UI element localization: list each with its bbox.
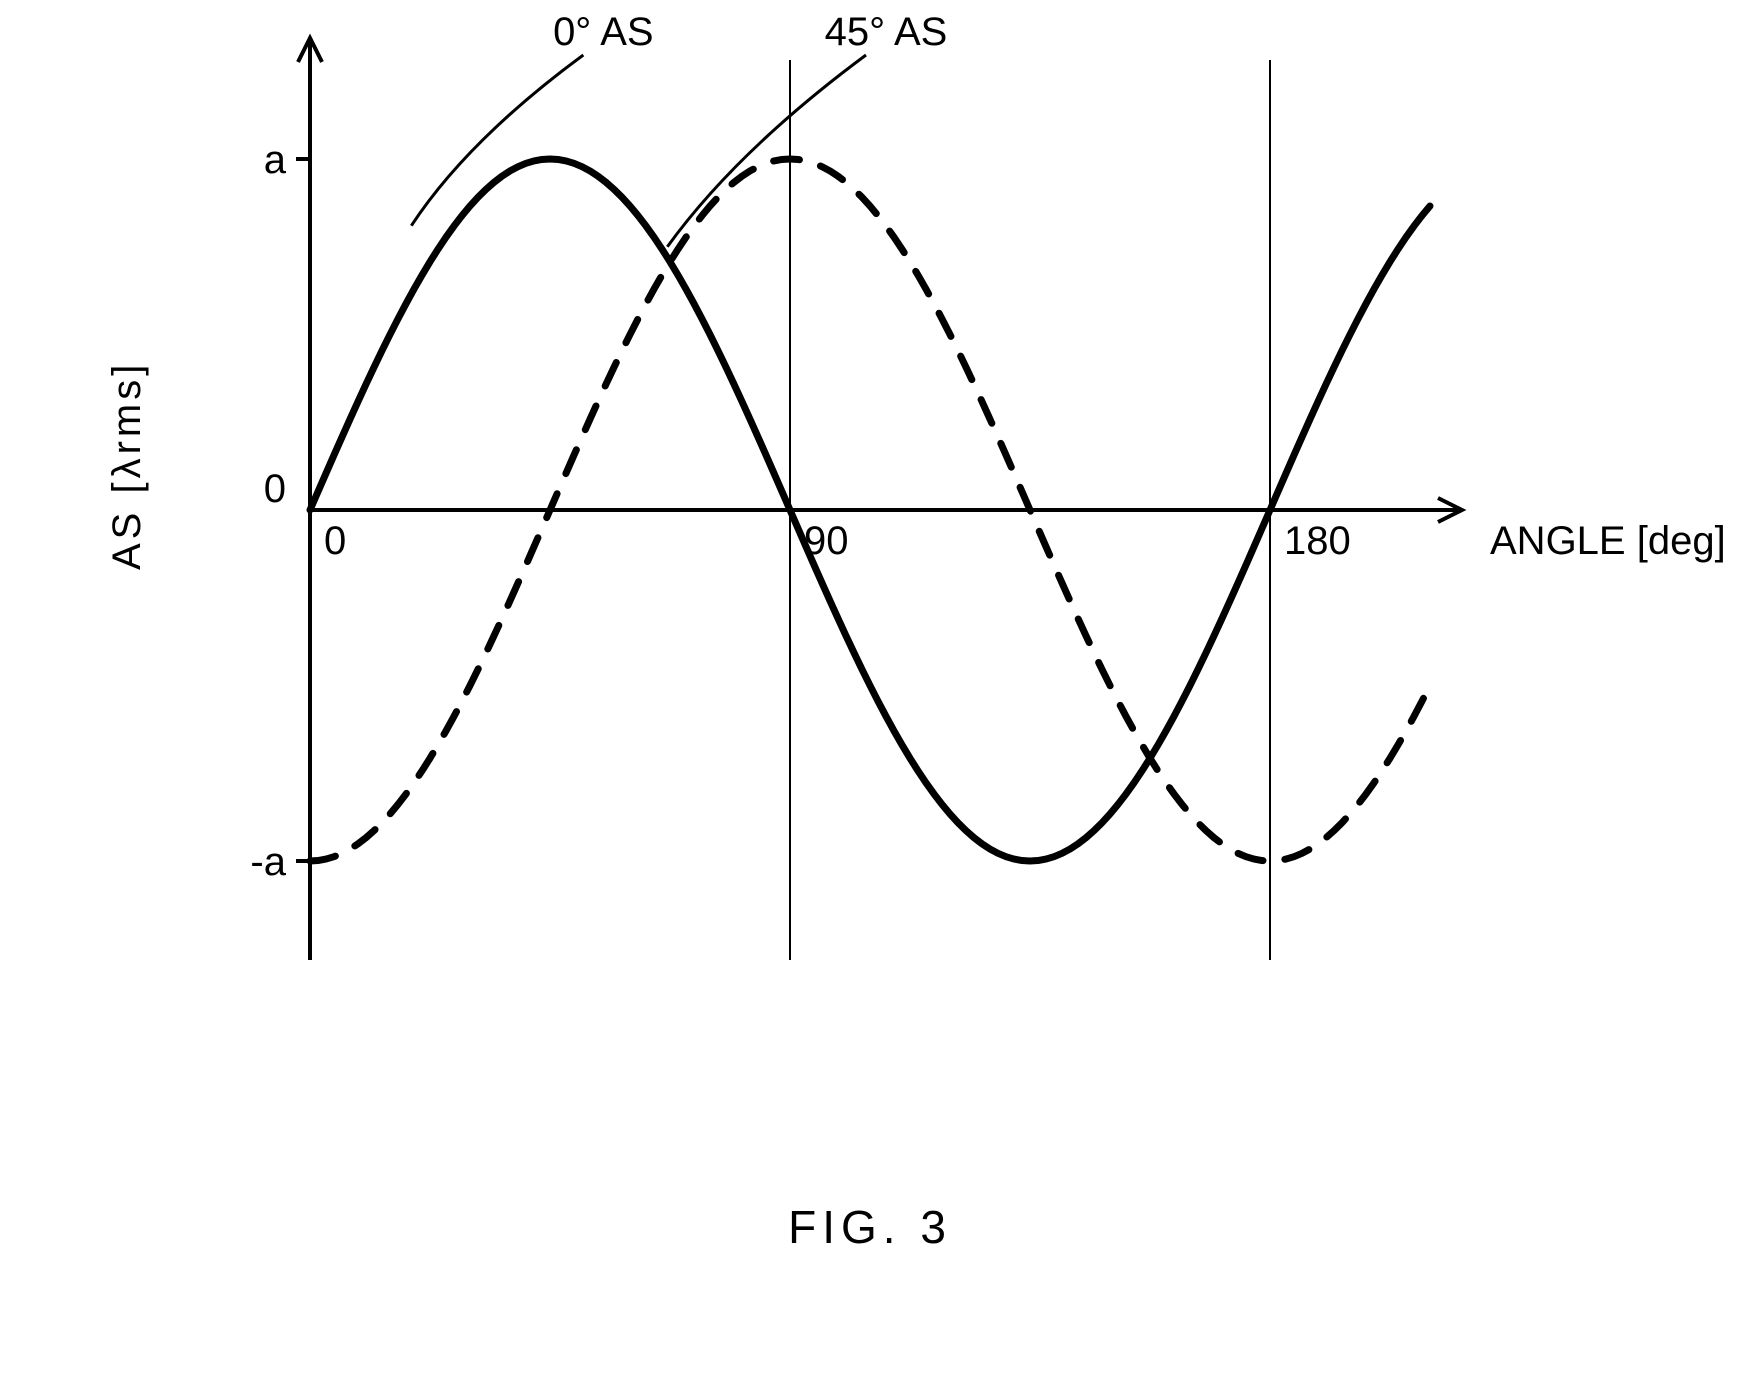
figure-caption: FIG. 3: [0, 1200, 1740, 1254]
y-tick-label: -a: [250, 840, 286, 884]
page: -a0a090180ANGLE [deg]AS [λrms]0° AS45° A…: [0, 0, 1740, 1373]
x-tick-label: 180: [1284, 519, 1351, 563]
series-label: 45° AS: [825, 10, 948, 54]
y-tick-label: 0: [264, 467, 286, 511]
series-label: 0° AS: [553, 10, 654, 54]
y-tick-label: a: [264, 138, 287, 182]
leader-line: [411, 55, 583, 226]
x-tick-label: 0: [324, 519, 346, 563]
y-axis-label: AS [λrms]: [105, 361, 149, 570]
chart-area: -a0a090180ANGLE [deg]AS [λrms]0° AS45° A…: [0, 0, 1740, 1373]
x-axis-label: ANGLE [deg]: [1490, 519, 1726, 563]
